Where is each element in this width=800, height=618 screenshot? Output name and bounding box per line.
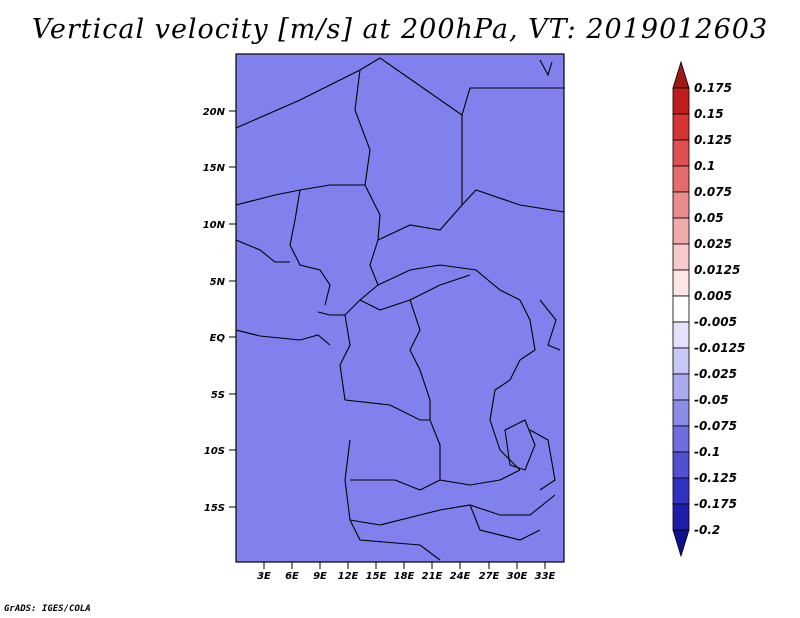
map-frame — [235, 53, 565, 563]
colorbar-label: -0.0125 — [694, 341, 745, 355]
lon-tick-12e: 12E — [338, 562, 359, 582]
colorbar-label: -0.075 — [694, 419, 737, 433]
lat-label-5n: 5N — [210, 277, 226, 288]
colorbar-label: 0.1 — [694, 159, 715, 173]
lon-label-21e: 21E — [422, 571, 443, 582]
colorbar-label: 0.075 — [694, 185, 732, 199]
lon-tick-18e: 18E — [394, 562, 415, 582]
lat-tick-5n: 5N — [210, 277, 236, 288]
colorbar-label: 0.125 — [694, 133, 732, 147]
lon-label-18e: 18E — [394, 571, 415, 582]
colorbar-label: -0.175 — [694, 497, 737, 511]
lon-tick-15e: 15E — [366, 562, 387, 582]
colorbar-swatch — [672, 269, 690, 297]
lon-tick-24e: 24E — [450, 562, 471, 582]
colorbar-swatch — [672, 191, 690, 219]
colorbar-label: -0.05 — [694, 393, 729, 407]
colorbar-swatch — [672, 295, 690, 323]
lon-tick-21e: 21E — [422, 562, 443, 582]
colorbar-top-arrow — [672, 60, 690, 89]
colorbar-swatch — [672, 165, 690, 193]
lat-tick-15s: 15S — [204, 503, 236, 514]
colorbar-label: -0.1 — [694, 445, 720, 459]
lat-tick-10n: 10N — [203, 220, 236, 231]
lat-label-20n: 20N — [203, 107, 226, 118]
lon-label-33e: 33E — [535, 571, 556, 582]
colorbar-swatch — [672, 477, 690, 505]
velocity-field — [236, 54, 564, 562]
lon-label-15e: 15E — [366, 571, 387, 582]
lat-label-eq: EQ — [210, 333, 226, 344]
lat-label-15s: 15S — [204, 503, 225, 514]
lon-tick-27e: 27E — [479, 562, 500, 582]
lon-tick-33e: 33E — [535, 562, 556, 582]
lat-tick-15n: 15N — [203, 163, 236, 174]
colorbar-swatch — [672, 217, 690, 245]
colorbar-label: 0.025 — [694, 237, 732, 251]
colorbar-label: 0.005 — [694, 289, 732, 303]
colorbar-swatch — [672, 399, 690, 427]
lat-label-15n: 15N — [203, 163, 226, 174]
colorbar-swatch — [672, 373, 690, 401]
lat-label-5s: 5S — [211, 390, 225, 401]
lat-tick-20n: 20N — [203, 107, 236, 118]
colorbar-label: -0.125 — [694, 471, 737, 485]
colorbar-swatch — [672, 139, 690, 167]
lat-label-10n: 10N — [203, 220, 226, 231]
grads-credit: GrADS: IGES/COLA — [4, 604, 91, 614]
colorbar-label: -0.025 — [694, 367, 737, 381]
lon-label-24e: 24E — [450, 571, 471, 582]
lon-label-27e: 27E — [479, 571, 500, 582]
lon-tick-3e: 3E — [257, 562, 271, 582]
colorbar-label: -0.005 — [694, 315, 737, 329]
colorbar-bottom-arrow — [672, 529, 690, 558]
lon-tick-6e: 6E — [285, 562, 299, 582]
colorbar-label: 0.175 — [694, 81, 732, 95]
lon-tick-9e: 9E — [313, 562, 327, 582]
lon-label-12e: 12E — [338, 571, 359, 582]
colorbar-swatch — [672, 451, 690, 479]
country-borders — [236, 57, 564, 561]
colorbar-swatch — [672, 243, 690, 271]
colorbar-label: 0.05 — [694, 211, 724, 225]
colorbar-label: 0.15 — [694, 107, 724, 121]
latitude-axis: 20N 15N 10N 5N EQ 5S 10S 15S — [203, 107, 236, 514]
lon-label-30e: 30E — [507, 571, 528, 582]
lat-label-10s: 10S — [204, 446, 225, 457]
map-title: Vertical velocity [m/s] at 200hPa, VT: 2… — [31, 14, 769, 45]
colorbar-swatch — [672, 347, 690, 375]
lat-tick-5s: 5S — [211, 390, 236, 401]
colorbar-swatch — [672, 87, 690, 115]
colorbar-label: 0.0125 — [694, 263, 740, 277]
lat-tick-10s: 10S — [204, 446, 236, 457]
colorbar-swatch — [672, 425, 690, 453]
colorbar-swatch — [672, 321, 690, 349]
longitude-axis: 3E 6E 9E 12E 15E 18E 21E 24E 27E 30E 33E — [257, 562, 556, 582]
lon-label-3e: 3E — [257, 571, 271, 582]
lon-label-6e: 6E — [285, 571, 299, 582]
colorbar-swatch — [672, 503, 690, 531]
colorbar-label: -0.2 — [694, 523, 720, 537]
lon-tick-30e: 30E — [507, 562, 528, 582]
lon-label-9e: 9E — [313, 571, 327, 582]
colorbar: 0.175 0.15 0.125 0.1 0.075 0.05 0.025 0.0125 0.0… — [672, 60, 745, 558]
lat-tick-eq: EQ — [210, 333, 236, 344]
colorbar-swatch — [672, 113, 690, 141]
